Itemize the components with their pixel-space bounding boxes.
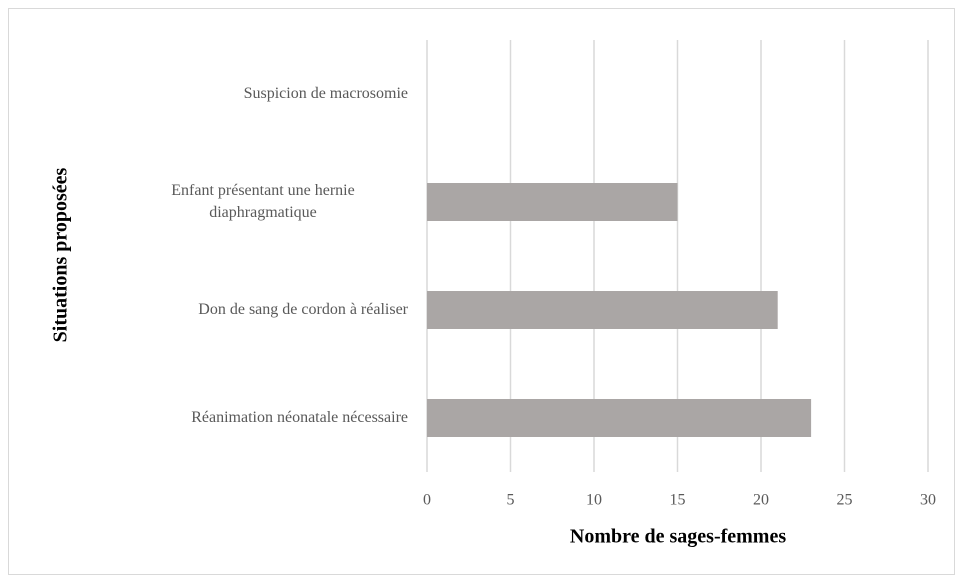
y-tick-label-box: Suspicion de macrosomie — [48, 83, 408, 105]
x-tick-label: 5 — [507, 492, 515, 509]
y-tick-label-box: Don de sang de cordon à réaliser — [48, 299, 408, 321]
y-tick-label: Don de sang de cordon à réaliser — [198, 301, 408, 318]
bar — [427, 399, 812, 437]
x-tick-label: 0 — [423, 492, 431, 509]
x-tick-label: 30 — [920, 492, 936, 509]
y-tick-label: Réanimation néonatale nécessaire — [191, 409, 408, 426]
x-axis-title: Nombre de sages-femmes — [570, 526, 786, 548]
y-tick-label-box: Enfant présentant une hernie diaphragmat… — [48, 180, 408, 224]
y-tick-label-box: Réanimation néonatale nécessaire — [48, 407, 408, 429]
bar — [427, 183, 678, 221]
bar — [427, 291, 778, 329]
y-axis-title: Situations proposées — [50, 167, 72, 342]
y-tick-label: Enfant présentant une hernie diaphragmat… — [171, 182, 355, 221]
x-tick-label: 25 — [837, 492, 853, 509]
chart-border — [8, 8, 955, 575]
y-tick-label: Suspicion de macrosomie — [243, 85, 408, 102]
x-tick-label: 15 — [670, 492, 686, 509]
x-tick-label: 20 — [753, 492, 769, 509]
x-tick-label: 10 — [586, 492, 602, 509]
